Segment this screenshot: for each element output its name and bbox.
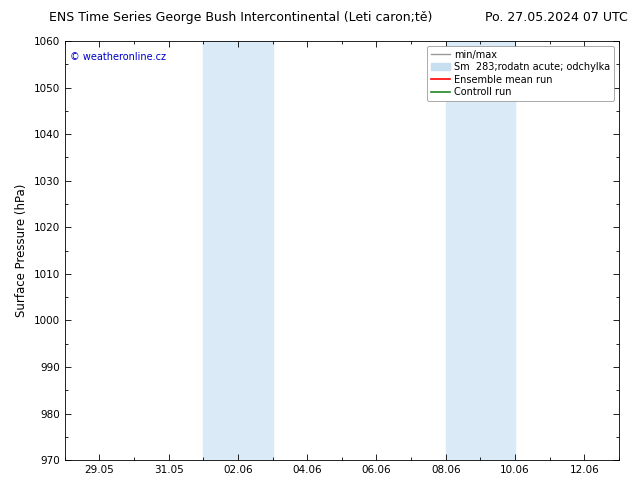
- Bar: [204, 41, 273, 460]
- Text: ENS Time Series George Bush Intercontinental (Leti caron;tě): ENS Time Series George Bush Intercontine…: [49, 11, 432, 24]
- Bar: [446, 41, 515, 460]
- Text: Po. 27.05.2024 07 UTC: Po. 27.05.2024 07 UTC: [485, 11, 628, 24]
- Text: © weatheronline.cz: © weatheronline.cz: [70, 51, 166, 62]
- Y-axis label: Surface Pressure (hPa): Surface Pressure (hPa): [15, 184, 28, 318]
- Legend: min/max, Sm  283;rodatn acute; odchylka, Ensemble mean run, Controll run: min/max, Sm 283;rodatn acute; odchylka, …: [427, 46, 614, 101]
